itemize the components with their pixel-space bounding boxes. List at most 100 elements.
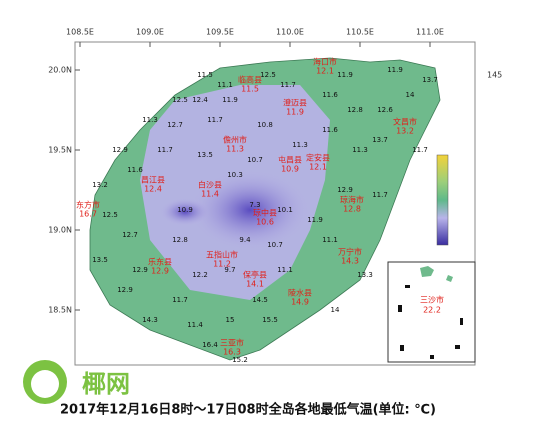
- city-name: 澄迈县: [283, 98, 307, 108]
- city-value: 12.9: [151, 267, 169, 276]
- station-value: 10.8: [257, 121, 273, 129]
- station-value: 14.3: [142, 316, 158, 324]
- station-value: 10.3: [227, 171, 243, 179]
- edge-label: 145: [487, 71, 502, 80]
- station-value: 12.9: [117, 286, 133, 294]
- station-value: 13.5: [197, 151, 213, 159]
- station-value: 10.7: [267, 241, 283, 249]
- station-value: 12.9: [132, 266, 148, 274]
- city-value: 13.2: [396, 127, 414, 136]
- city-value: 11.5: [241, 85, 259, 94]
- city-name: 琼海市: [340, 195, 364, 205]
- station-value: 11.3: [142, 116, 158, 124]
- station-value: 12.5: [102, 211, 118, 219]
- station-value: 14: [331, 306, 340, 314]
- city-name: 儋州市: [223, 135, 247, 145]
- cold-core: [190, 170, 310, 250]
- station-value: 10.9: [177, 206, 193, 214]
- station-value: 13.7: [372, 136, 388, 144]
- station-value: 12.5: [260, 71, 276, 79]
- city-value: 11.2: [213, 260, 231, 269]
- city-value: 11.9: [286, 108, 304, 117]
- station-value: 9.7: [224, 266, 235, 274]
- caption: 2017年12月16日8时～17日08时全岛各地最低气温(单位: ℃): [60, 402, 436, 418]
- station-value: 11.7: [280, 81, 296, 89]
- lon-tick-label: 110.5E: [346, 28, 374, 37]
- lon-tick-label: 108.5E: [66, 28, 94, 37]
- station-value: 14: [406, 91, 415, 99]
- logo-icon-inner: [31, 370, 59, 398]
- station-value: 12.2: [192, 271, 208, 279]
- station-value: 11.7: [412, 146, 428, 154]
- colorbar: [436, 154, 449, 246]
- city-name: 乐东县: [148, 257, 172, 267]
- lon-tick-label: 111.0E: [416, 28, 444, 37]
- city-value: 11.3: [226, 145, 244, 154]
- station-value: 9.4: [239, 236, 251, 244]
- city-value: 10.6: [256, 218, 274, 227]
- city-name: 文昌市: [393, 117, 417, 127]
- station-value: 12.4: [192, 96, 208, 104]
- lon-tick-label: 110.0E: [276, 28, 304, 37]
- inset-value: 22.2: [423, 306, 441, 315]
- station-value: 11.4: [187, 321, 203, 329]
- station-value: 12.5: [172, 96, 188, 104]
- station-value: 13.2: [92, 181, 108, 189]
- station-value: 11.1: [322, 236, 338, 244]
- station-value: 11.3: [292, 141, 308, 149]
- station-value: 11.9: [337, 71, 353, 79]
- station-value: 11.7: [372, 191, 388, 199]
- station-value: 15.5: [262, 316, 278, 324]
- station-value: 13.3: [357, 271, 373, 279]
- city-value: 11.4: [201, 190, 219, 199]
- station-value: 12.7: [122, 231, 138, 239]
- station-value: 16.4: [202, 341, 218, 349]
- station-value: 11.9: [222, 96, 238, 104]
- station-value: 11.6: [322, 126, 338, 134]
- city-value: 12.8: [343, 205, 361, 214]
- city-name: 昌江县: [141, 176, 165, 185]
- city-name: 万宁市: [338, 247, 362, 257]
- city-value: 10.9: [281, 165, 299, 174]
- station-value: 11.6: [322, 91, 338, 99]
- lon-tick-label: 109.5E: [206, 28, 234, 37]
- station-value: 7.3: [249, 201, 260, 209]
- city-value: 12.1: [316, 67, 334, 76]
- station-value: 12.9: [112, 146, 128, 154]
- city-name: 白沙县: [198, 180, 222, 190]
- city-name: 定安县: [306, 153, 330, 163]
- station-value: 12.8: [347, 106, 363, 114]
- station-value: 12.6: [377, 106, 393, 114]
- city-value: 16.7: [79, 210, 97, 219]
- city-name: 临高县: [238, 75, 262, 85]
- inset-islands: [398, 285, 463, 359]
- city-value: 16.3: [223, 348, 241, 357]
- city-name: 东方市: [76, 200, 100, 210]
- city-name: 保亭县: [243, 270, 267, 280]
- station-value: 10.1: [277, 206, 293, 214]
- station-value: 12.9: [337, 186, 353, 194]
- station-value: 11.7: [157, 146, 173, 154]
- city-name: 陵水县: [288, 288, 312, 298]
- lat-tick-label: 18.5N: [48, 306, 72, 315]
- station-value: 11.7: [172, 296, 188, 304]
- city-value: 12.4: [144, 185, 162, 194]
- city-name: 屯昌县: [278, 155, 302, 165]
- station-value: 15: [226, 316, 235, 324]
- inset-land: [420, 266, 453, 282]
- station-value: 11.7: [207, 116, 223, 124]
- station-value: 13.7: [422, 76, 438, 84]
- city-name: 海口市: [313, 57, 337, 67]
- lat-tick-label: 19.0N: [48, 226, 72, 235]
- station-value: 11.1: [217, 81, 233, 89]
- cold-core: [160, 198, 210, 226]
- station-value: 14.5: [252, 296, 268, 304]
- station-value: 11.5: [197, 71, 213, 79]
- station-value: 11.9: [307, 216, 323, 224]
- station-value: 10.7: [247, 156, 263, 164]
- station-value: 12.8: [172, 236, 188, 244]
- inset-name: 三沙市: [420, 295, 444, 305]
- lat-tick-label: 19.5N: [48, 146, 72, 155]
- city-value: 14.3: [341, 257, 359, 266]
